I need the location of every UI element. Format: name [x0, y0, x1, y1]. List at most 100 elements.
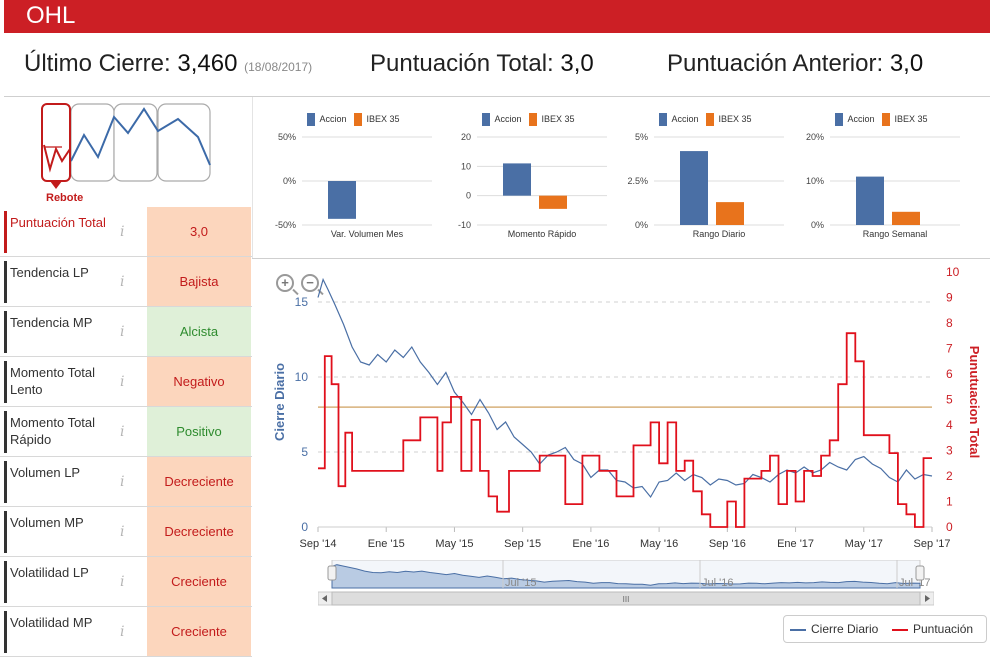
- mini-bar-accion: [328, 181, 356, 219]
- info-icon[interactable]: i: [120, 374, 125, 390]
- mini-legend: Accion IBEX 35: [790, 113, 965, 126]
- range-navigator[interactable]: Jul '15 Jul '16 Jul '17 III: [318, 560, 934, 606]
- scroll-left-icon: [322, 595, 327, 602]
- y-tick-label: 5: [301, 445, 308, 459]
- legend-label-ibex: IBEX 35: [541, 113, 575, 124]
- x-tick-label: Sep '17: [914, 538, 951, 550]
- puntuacion-total-value: 3,0: [560, 50, 594, 77]
- info-icon[interactable]: i: [120, 274, 125, 290]
- info-icon[interactable]: i: [120, 424, 125, 440]
- mini-tick-label: 0%: [283, 176, 296, 186]
- mini-tick-label: 0: [466, 191, 471, 201]
- y2-tick-label: 7: [946, 342, 953, 356]
- indicator-label: Momento Total Rápido: [10, 415, 96, 447]
- divider: [252, 97, 253, 259]
- mini-tick-label: 5%: [635, 132, 648, 142]
- mini-tick-label: 50%: [278, 132, 296, 142]
- y2-tick-label: 3: [946, 444, 953, 458]
- scrollbar-thumb: [331, 591, 921, 606]
- legend-swatch-ibex: [882, 113, 891, 126]
- mini-chart: Accion IBEX 35 Momento Rápido 20 10 0 -10: [437, 105, 612, 255]
- info-icon[interactable]: i: [120, 474, 125, 490]
- pattern-box: [70, 103, 115, 182]
- mini-chart-plot: 50% 0% -50%: [275, 132, 432, 230]
- indicator-value: Decreciente: [147, 507, 251, 556]
- legend-swatch-accion: [307, 113, 316, 126]
- indicator-row: Tendencia MP i Alcista: [0, 307, 252, 357]
- scroll-right-icon: [925, 595, 930, 602]
- legend-label-ibex: IBEX 35: [718, 113, 752, 124]
- indicator-label: Tendencia MP: [10, 315, 93, 330]
- legend-swatch-ibex: [354, 113, 363, 126]
- y2-tick-label: 9: [946, 291, 953, 305]
- y-tick-label: 0: [301, 520, 308, 534]
- indicator-marker: [4, 361, 7, 403]
- indicator-row: Volumen LP i Decreciente: [0, 457, 252, 507]
- info-icon[interactable]: i: [120, 574, 125, 590]
- indicator-value: Alcista: [147, 307, 251, 356]
- header-bar: OHL: [4, 0, 990, 33]
- indicator-value: Creciente: [147, 557, 251, 606]
- y2-tick-label: 0: [946, 520, 953, 534]
- mini-bar-accion: [503, 163, 531, 196]
- mini-chart: Accion IBEX 35 Rango Semanal 20% 10% 0%: [790, 105, 965, 255]
- info-icon[interactable]: i: [120, 624, 125, 640]
- pattern-label: Rebote: [46, 192, 83, 204]
- legend-label-accion: Accion: [847, 113, 875, 124]
- legend-swatch-accion: [482, 113, 491, 126]
- mini-chart-title: Momento Rápido: [507, 229, 577, 239]
- info-icon[interactable]: i: [120, 324, 125, 340]
- legend-swatch-accion: [659, 113, 668, 126]
- indicator-value: Decreciente: [147, 457, 251, 506]
- x-tick-label: Sep '14: [300, 538, 337, 550]
- mini-tick-label: 2.5%: [627, 176, 648, 186]
- navigator-label: Jul '16: [702, 577, 733, 589]
- x-tick-label: Ene '16: [572, 538, 609, 550]
- info-icon[interactable]: i: [120, 524, 125, 540]
- divider: [4, 96, 990, 97]
- mini-legend: Accion IBEX 35: [262, 113, 437, 126]
- x-tick-label: Sep '15: [504, 538, 541, 550]
- indicator-marker: [4, 511, 7, 553]
- info-icon[interactable]: i: [120, 224, 125, 240]
- y-tick-label: 10: [295, 370, 309, 384]
- indicator-marker: [4, 211, 7, 253]
- indicator-value: Creciente: [147, 607, 251, 656]
- mini-tick-label: 0%: [811, 220, 824, 230]
- mini-chart-title: Rango Semanal: [862, 229, 928, 239]
- zoom-out-icon[interactable]: −: [301, 274, 319, 292]
- indicator-label: Puntuación Total: [10, 215, 106, 230]
- puntuacion-total: Puntuación Total: 3,0: [370, 50, 594, 78]
- x-tick-label: May '15: [435, 538, 473, 550]
- pattern-box: [113, 103, 158, 182]
- indicator-row: Volatilidad MP i Creciente: [0, 607, 252, 657]
- puntuacion-anterior: Puntuación Anterior: 3,0: [667, 50, 923, 78]
- indicator-label: Volatilidad LP: [10, 565, 89, 580]
- navigator-label: Jul '17: [899, 577, 930, 589]
- navigator-series: [331, 564, 921, 589]
- series-cierre-diario: [317, 277, 933, 499]
- navigator-handle-left: [327, 565, 337, 581]
- legend-item-cierre[interactable]: Cierre Diario: [790, 622, 878, 636]
- mini-bar-ibex: [539, 195, 567, 209]
- mini-tick-label: 20: [461, 132, 471, 142]
- x-tick-label: Sep '16: [709, 538, 746, 550]
- x-tick-label: Ene '15: [368, 538, 405, 550]
- series-puntuacion: [318, 332, 932, 528]
- mini-chart-title: Rango Diario: [692, 229, 746, 239]
- legend-item-puntuacion[interactable]: Puntuación: [892, 622, 973, 636]
- zoom-in-icon[interactable]: +: [276, 274, 294, 292]
- legend-swatch-puntuacion: [892, 628, 908, 631]
- legend-label-accion: Accion: [319, 113, 347, 124]
- indicator-label: Volatilidad MP: [10, 615, 93, 630]
- y2-tick-label: 2: [946, 469, 953, 483]
- indicator-value: Negativo: [147, 357, 251, 406]
- mini-tick-label: 0%: [635, 220, 648, 230]
- y2-tick-label: 4: [946, 418, 953, 432]
- indicator-panel: Rebote Puntuación Total i 3,0 Tendencia LP i…: [0, 97, 252, 658]
- scrollbar-grip: III: [623, 595, 630, 604]
- mini-legend: Accion IBEX 35: [437, 113, 612, 126]
- pattern-box-active: [41, 103, 71, 182]
- pattern-box: [157, 103, 211, 182]
